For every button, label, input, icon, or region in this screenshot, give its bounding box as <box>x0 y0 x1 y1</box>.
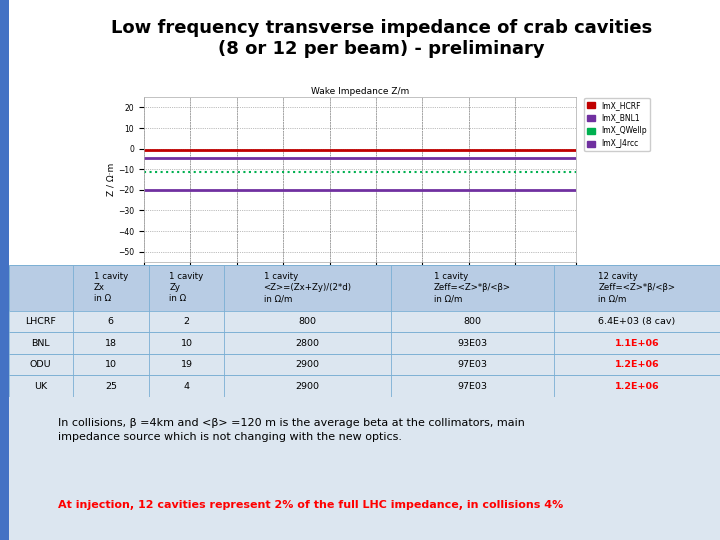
ImX_BNL1 <box>485 154 493 161</box>
Text: At injection, 12 cavities represent 2% of the full LHC impedance, in collisions : At injection, 12 cavities represent 2% o… <box>58 500 564 510</box>
Bar <box>9 375 720 397</box>
ImX_J4rcc <box>477 187 485 193</box>
Text: 1 cavity
Zeff=<Z>*β/<β>
in Ω/m: 1 cavity Zeff=<Z>*β/<β> in Ω/m <box>433 272 510 303</box>
Text: 1.2E+06: 1.2E+06 <box>614 382 659 390</box>
ImX_HCRF <box>184 146 192 153</box>
Text: 6: 6 <box>108 317 114 326</box>
ImX_HCRF <box>477 146 485 153</box>
ImX_HCRF <box>572 146 580 153</box>
Bar <box>9 311 720 333</box>
Text: (8 or 12 per beam) - preliminary: (8 or 12 per beam) - preliminary <box>218 40 545 58</box>
Text: 93E03: 93E03 <box>457 339 487 348</box>
Text: 19: 19 <box>181 360 192 369</box>
ImX_J4rcc <box>436 187 445 193</box>
ImX_J4rcc <box>330 187 338 193</box>
Text: 800: 800 <box>299 317 317 326</box>
Text: 800: 800 <box>463 317 481 326</box>
Text: LHCRF: LHCRF <box>25 317 56 326</box>
Text: 25: 25 <box>105 382 117 390</box>
Text: UK: UK <box>35 382 48 390</box>
ImX_BNL1 <box>477 154 485 161</box>
Text: In collisions, β =4km and <β> =120 m is the average beta at the collimators, mai: In collisions, β =4km and <β> =120 m is … <box>58 418 526 442</box>
Bar <box>9 354 720 375</box>
Text: 10: 10 <box>105 360 117 369</box>
ImX_QWellp <box>315 169 323 176</box>
Text: 1.2E+06: 1.2E+06 <box>614 360 659 369</box>
ImX_HCRF <box>330 146 338 153</box>
ImX_HCRF <box>140 146 148 153</box>
ImX_QWellp <box>330 169 338 176</box>
ImX_QWellp <box>485 169 493 176</box>
ImX_QWellp <box>477 169 485 176</box>
ImX_HCRF <box>485 146 493 153</box>
Text: 10: 10 <box>181 339 192 348</box>
Text: 97E03: 97E03 <box>457 382 487 390</box>
ImX_QWellp <box>140 169 148 176</box>
Text: 2800: 2800 <box>296 339 320 348</box>
Text: 12 cavity
Zeff=<Z>*β/<β>
in Ω/m: 12 cavity Zeff=<Z>*β/<β> in Ω/m <box>598 272 675 303</box>
ImX_QWellp <box>572 169 580 176</box>
Text: 6.4E+03 (8 cav): 6.4E+03 (8 cav) <box>598 317 675 326</box>
Text: 1 cavity
Zx
in Ω: 1 cavity Zx in Ω <box>94 272 128 303</box>
Text: Low frequency transverse impedance of crab cavities: Low frequency transverse impedance of cr… <box>111 19 652 37</box>
Text: ODU: ODU <box>30 360 52 369</box>
Text: 1.1E+06: 1.1E+06 <box>614 339 659 348</box>
Text: 4: 4 <box>184 382 189 390</box>
ImX_QWellp <box>184 169 192 176</box>
Text: 2900: 2900 <box>296 360 320 369</box>
ImX_J4rcc <box>485 187 493 193</box>
Bar <box>9 265 720 311</box>
ImX_BNL1 <box>572 154 580 161</box>
Title: Wake Impedance Z/m: Wake Impedance Z/m <box>311 87 409 97</box>
ImX_QWellp <box>436 169 445 176</box>
ImX_BNL1 <box>330 154 338 161</box>
Text: BNL: BNL <box>32 339 50 348</box>
ImX_HCRF <box>315 146 323 153</box>
ImX_BNL1 <box>315 154 323 161</box>
Y-axis label: Z / Ω·m: Z / Ω·m <box>107 163 115 196</box>
ImX_BNL1 <box>184 154 192 161</box>
Text: 2: 2 <box>184 317 189 326</box>
Text: 97E03: 97E03 <box>457 360 487 369</box>
Bar <box>9 333 720 354</box>
ImX_BNL1 <box>140 154 148 161</box>
Text: 2900: 2900 <box>296 382 320 390</box>
Text: 18: 18 <box>105 339 117 348</box>
ImX_J4rcc <box>140 187 148 193</box>
ImX_J4rcc <box>572 187 580 193</box>
X-axis label: Frequency / GHz: Frequency / GHz <box>323 280 397 289</box>
Text: 1 cavity
<Z>=(Zx+Zy)/(2*d)
in Ω/m: 1 cavity <Z>=(Zx+Zy)/(2*d) in Ω/m <box>264 272 351 303</box>
Text: 1 cavity
Zy
in Ω: 1 cavity Zy in Ω <box>169 272 204 303</box>
ImX_J4rcc <box>315 187 323 193</box>
ImX_J4rcc <box>184 187 192 193</box>
ImX_HCRF <box>436 146 445 153</box>
Legend: ImX_HCRF, ImX_BNL1, ImX_QWellp, ImX_J4rcc: ImX_HCRF, ImX_BNL1, ImX_QWellp, ImX_J4rc… <box>584 98 649 151</box>
ImX_BNL1 <box>436 154 445 161</box>
